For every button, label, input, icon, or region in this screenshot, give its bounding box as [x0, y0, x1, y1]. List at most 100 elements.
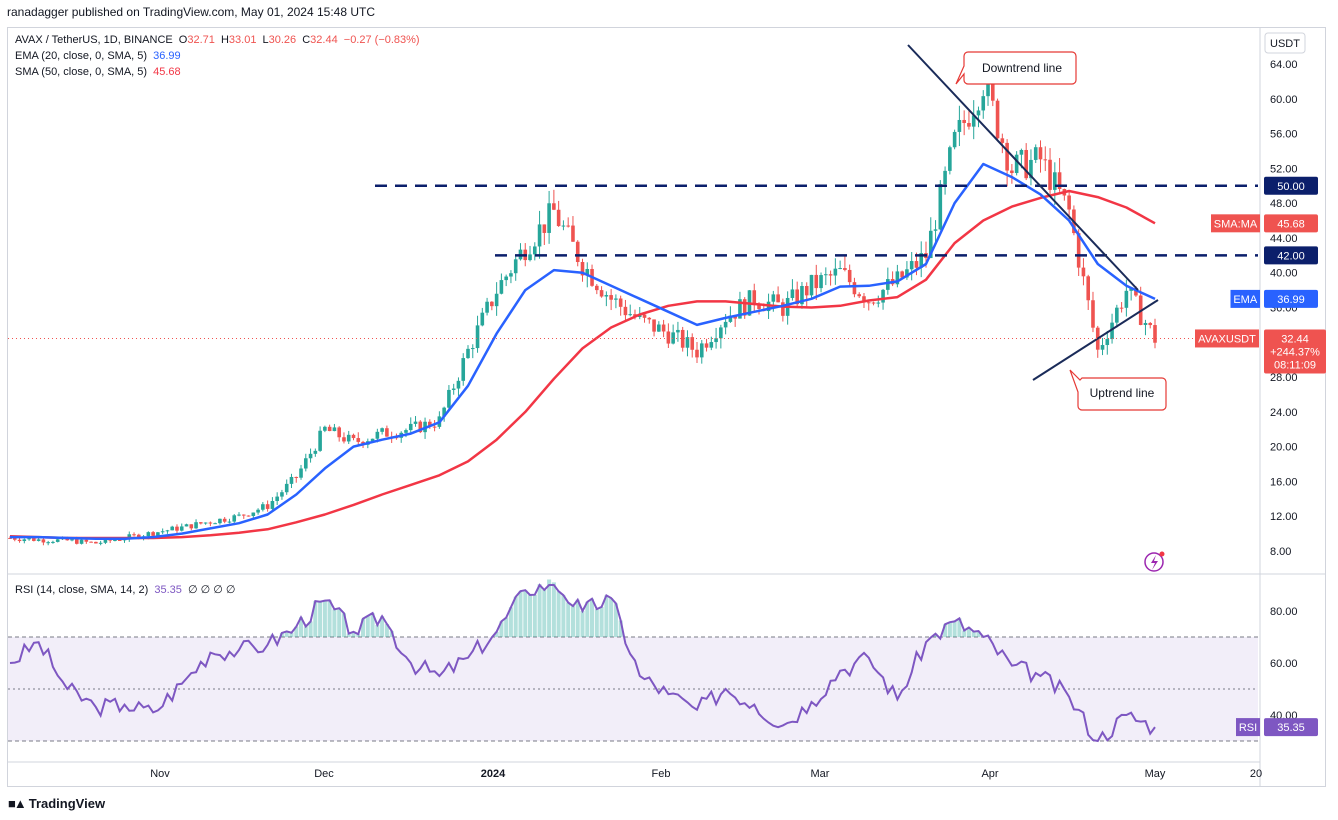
candle [824, 267, 828, 286]
candle [203, 522, 208, 525]
candle-body [928, 230, 933, 259]
candle-body [704, 343, 709, 348]
candle-body [84, 539, 89, 542]
candle-body [657, 324, 661, 332]
candle-body [695, 349, 699, 358]
candle [604, 291, 609, 307]
candle-body [175, 526, 179, 531]
candle [413, 416, 418, 427]
chart-frame [7, 27, 1326, 787]
candle-body [370, 438, 375, 442]
candle [561, 220, 566, 231]
candle-body [843, 268, 847, 270]
candle-body [303, 458, 308, 469]
candle-body [485, 301, 489, 313]
downtrend-line [907, 44, 1139, 291]
candle-body [709, 342, 714, 348]
rsi-tick-label: 80.00 [1270, 606, 1298, 618]
candle [36, 537, 41, 542]
candle-body [456, 380, 461, 389]
candle-body [504, 276, 508, 281]
candle-body [461, 358, 466, 381]
candle-body [1115, 307, 1119, 323]
tag-level-42-value: 42.00 [1277, 250, 1305, 262]
currency-box [1264, 32, 1306, 54]
candle [995, 98, 1000, 142]
candle-body [838, 268, 842, 270]
tag-ema-label: EMA [1233, 294, 1258, 306]
candle [1053, 162, 1057, 206]
candle-body [165, 530, 170, 532]
publisher-line: ranadagger published on TradingView.com,… [7, 5, 376, 19]
candle [1129, 287, 1133, 301]
candle [308, 448, 313, 463]
candle [337, 426, 341, 442]
tag-sma-label-box [1211, 214, 1260, 233]
legend-ema-name: EMA (20, close, 0, SMA, 5) [15, 50, 148, 62]
candle [289, 473, 294, 489]
candle [342, 432, 346, 444]
candle [323, 425, 327, 433]
candle-body [256, 509, 260, 513]
candle [27, 537, 31, 541]
candle [623, 299, 628, 320]
tradingview-brand: TradingView [28, 796, 106, 811]
candle-body [351, 434, 356, 439]
candle-body [990, 80, 995, 101]
candle-body [561, 225, 566, 227]
candle [55, 538, 60, 543]
candle [280, 489, 284, 500]
candle [719, 324, 723, 349]
candle-body [1148, 322, 1153, 326]
candle [866, 301, 871, 311]
candle [160, 528, 165, 535]
candle [528, 245, 532, 262]
candle [299, 464, 303, 480]
candle-body [690, 337, 695, 350]
legend-rsi-extra: ∅ ∅ ∅ ∅ [187, 584, 236, 596]
candle [981, 90, 986, 119]
candle-body [790, 289, 795, 298]
tag-ema: EMA 36.99 [1230, 289, 1318, 308]
candle [647, 317, 652, 324]
candle-body [151, 532, 155, 536]
candle-body [1143, 322, 1148, 325]
candle [1043, 146, 1048, 172]
candle-body [1119, 307, 1124, 309]
candle [699, 339, 704, 364]
legend-close: 32.44 [310, 34, 338, 46]
annotations: Downtrend line Uptrend line [8, 44, 1258, 572]
candle-body [976, 110, 981, 116]
candle [313, 448, 318, 457]
candle-body [652, 319, 656, 332]
price-tick-label: 44.00 [1270, 233, 1298, 245]
candle-body [475, 325, 480, 349]
candle-body [804, 286, 809, 296]
grid [7, 28, 1325, 786]
candle [470, 344, 475, 359]
candle-body [771, 294, 776, 302]
candle-body [1124, 290, 1129, 308]
candle-body [79, 539, 84, 544]
candle-body [284, 483, 289, 493]
time-tick-label: Apr [981, 768, 998, 780]
candle [165, 529, 170, 534]
candle-body [494, 293, 499, 307]
candle [628, 304, 633, 317]
tag-sma-value-box [1264, 214, 1318, 233]
candle [1148, 321, 1153, 329]
candle-body [1134, 288, 1138, 296]
candle [1143, 319, 1148, 336]
candle-body [862, 296, 866, 303]
candle-body [1057, 172, 1062, 190]
candle-body [642, 314, 647, 318]
candle-body [418, 421, 423, 433]
candle-body [270, 501, 275, 509]
candle-body [275, 496, 279, 502]
candle [890, 271, 895, 287]
candle-body [222, 518, 227, 522]
candle [127, 531, 132, 542]
candle [857, 292, 862, 298]
candle-body [571, 225, 575, 242]
